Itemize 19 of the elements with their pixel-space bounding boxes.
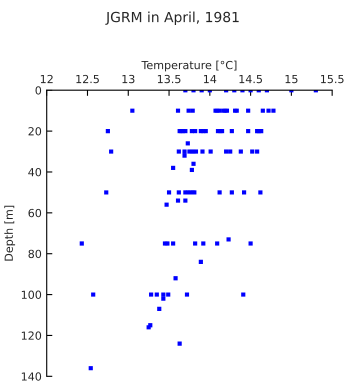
x-tick-label: 12 [40, 74, 53, 84]
x-tick-label: 15 [286, 74, 298, 84]
x-tick-label: 14 [204, 74, 216, 84]
x-axis-title: Temperature [°C] [141, 60, 236, 72]
y-tick-label: 60 [28, 208, 42, 218]
y-axis-title: Depth [m] [4, 206, 16, 261]
x-tick-label: 13 [122, 74, 134, 84]
x-tick-label: 14.5 [239, 74, 262, 84]
y-tick-label: 0 [36, 86, 42, 95]
x-tick-label: 15.5 [321, 74, 344, 84]
y-tick-label: 20 [28, 127, 42, 136]
y-tick-label: 140 [22, 372, 42, 381]
x-tick-label: 12.5 [76, 74, 99, 84]
y-tick-label: 120 [22, 331, 42, 340]
x-tick-label: 13.5 [158, 74, 180, 84]
chart-title: JGRM in April, 1981 [105, 12, 239, 25]
y-tick-label: 100 [22, 290, 42, 299]
y-tick-label: 40 [28, 168, 42, 176]
y-tick-label: 80 [28, 250, 42, 258]
